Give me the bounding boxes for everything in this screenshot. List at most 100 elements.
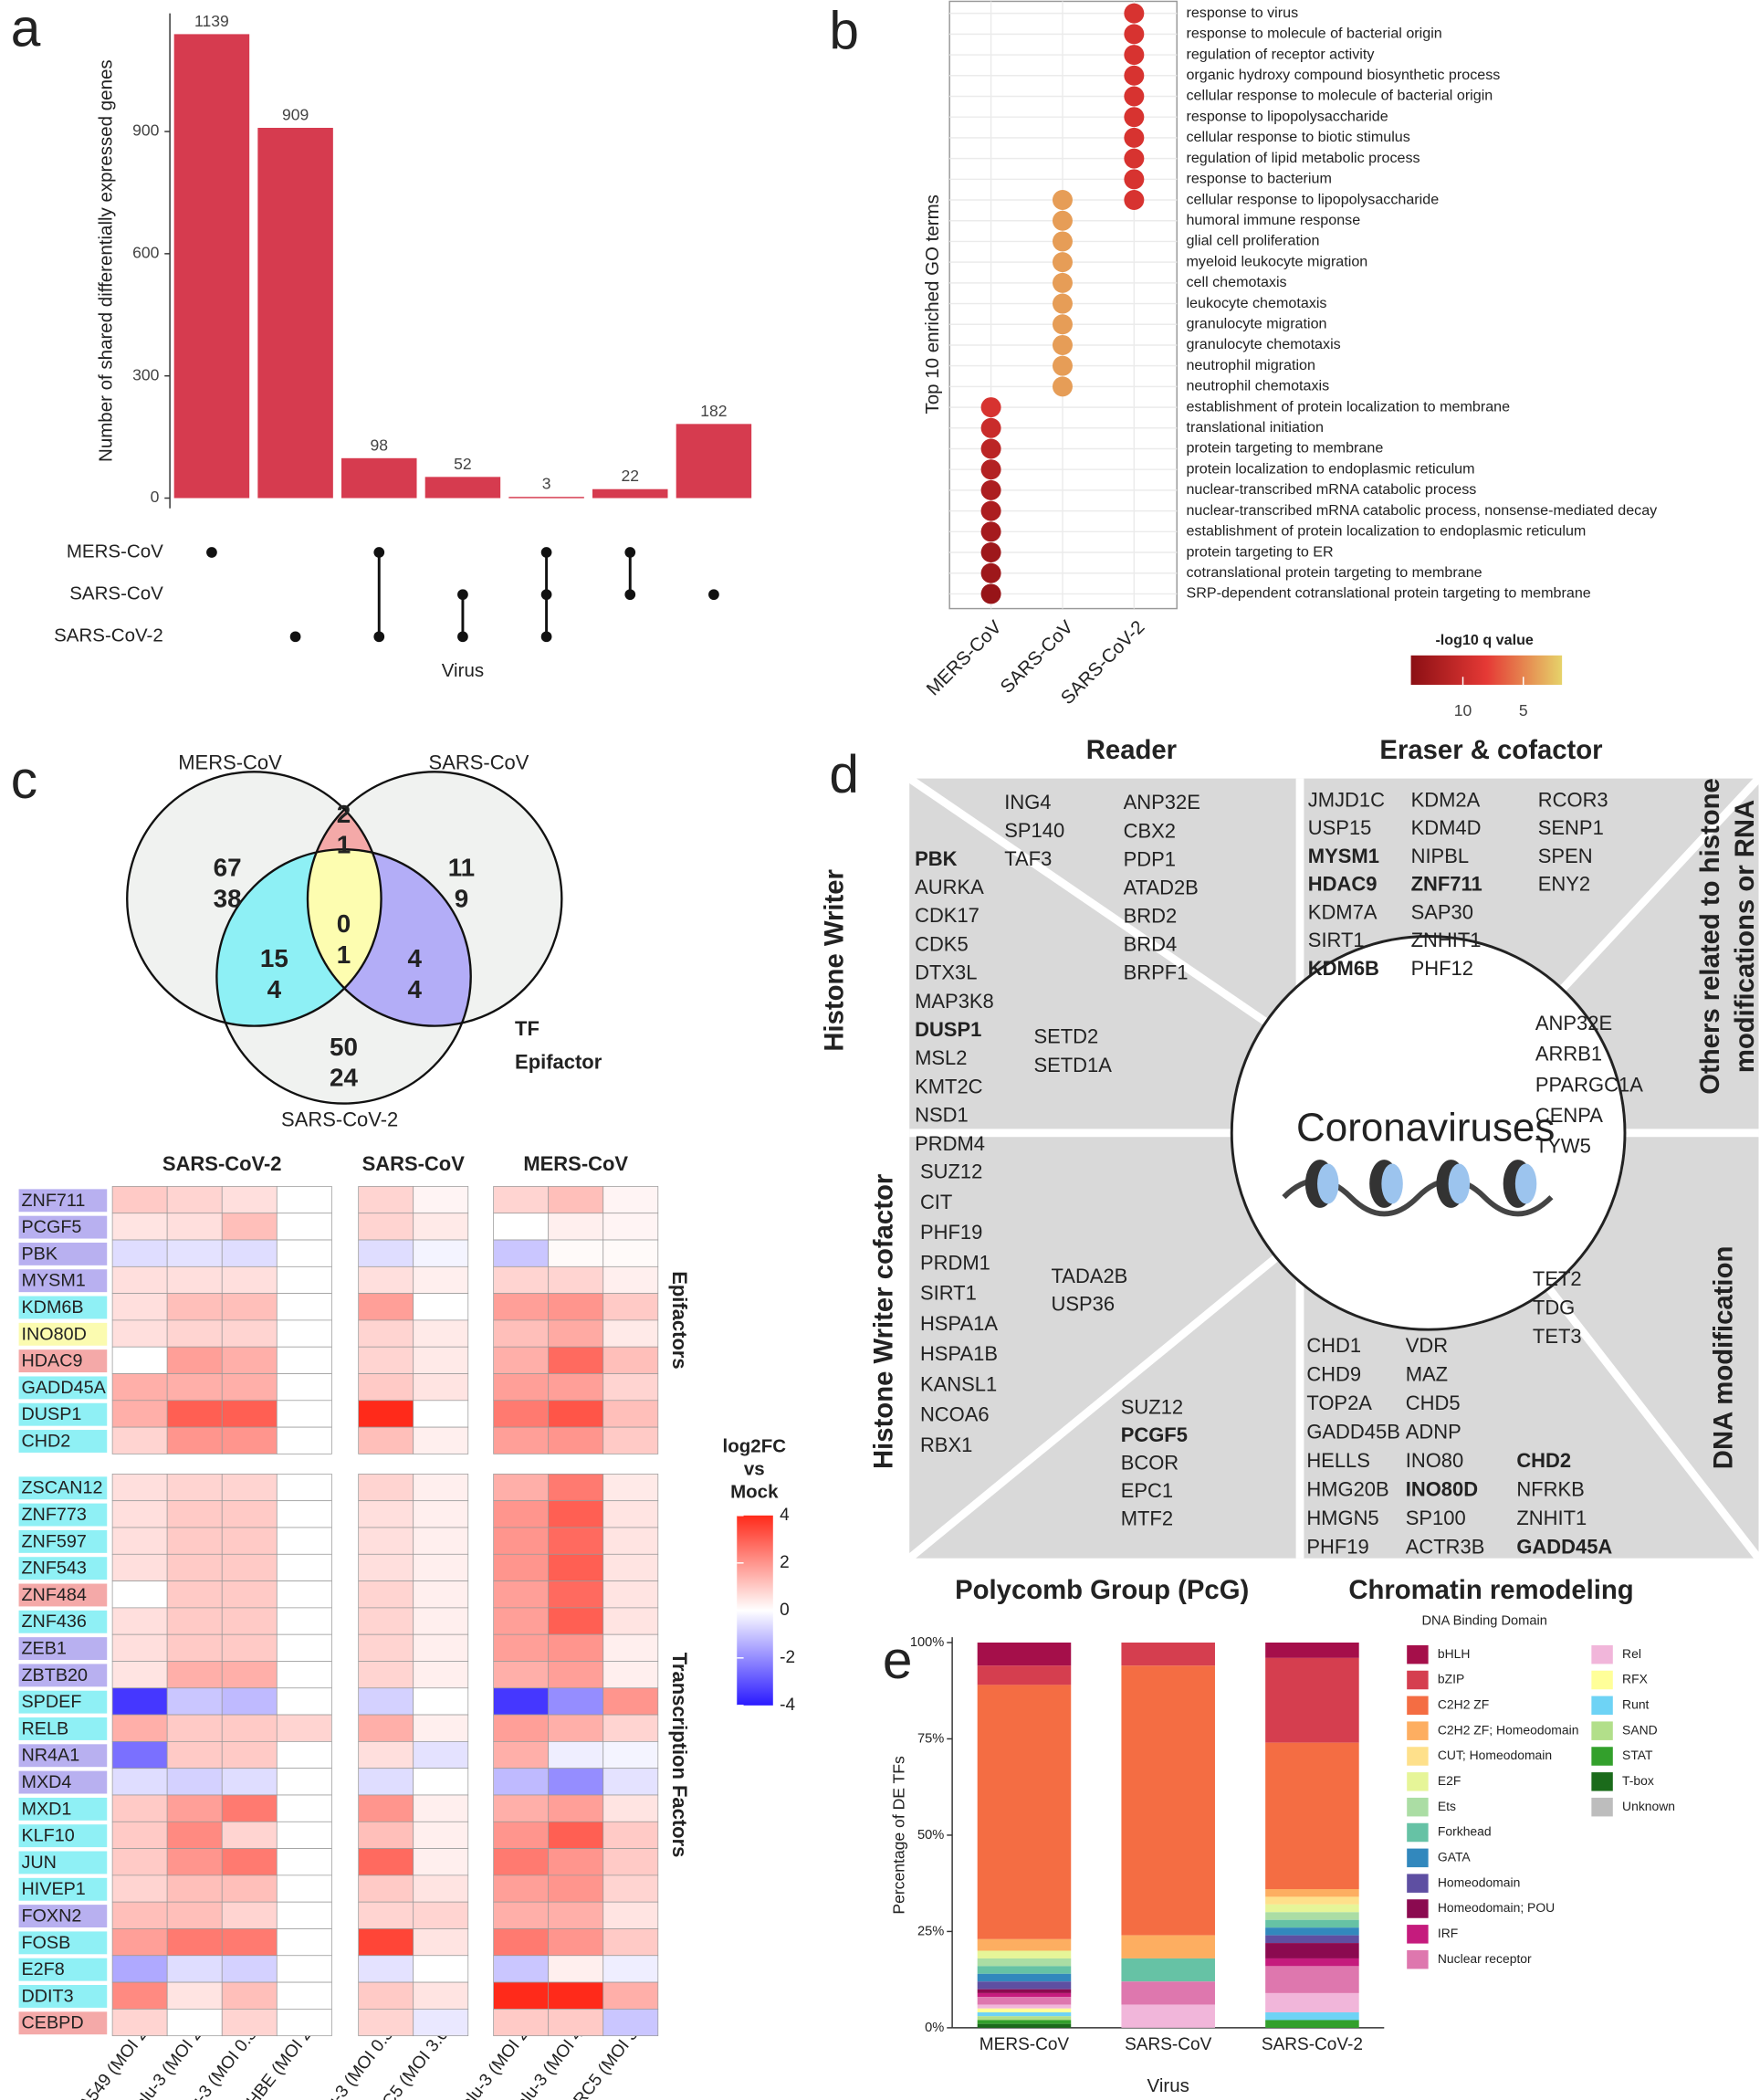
heat-cell bbox=[493, 1928, 550, 1957]
heat-cell bbox=[221, 1474, 278, 1502]
heat-cell bbox=[413, 1901, 469, 1929]
section-title: Eraser & cofactor bbox=[1379, 735, 1602, 765]
gene-name: KDM2A bbox=[1411, 788, 1481, 811]
bar bbox=[173, 34, 250, 499]
legend-swatch bbox=[1591, 1721, 1613, 1740]
value-label: 52 bbox=[454, 455, 472, 473]
colorbar-tick-label: 5 bbox=[1519, 701, 1528, 719]
heat-cell bbox=[111, 1794, 168, 1822]
section-title: Polycomb Group (PcG) bbox=[955, 1575, 1249, 1605]
heat-cell bbox=[548, 1474, 604, 1502]
heat-cell bbox=[602, 1474, 659, 1502]
dot bbox=[1052, 231, 1073, 252]
heat-cell bbox=[111, 1400, 168, 1428]
heat-cell bbox=[166, 1794, 223, 1822]
gene-name: VDR bbox=[1406, 1334, 1448, 1357]
gene-name: GADD45B bbox=[1306, 1421, 1400, 1444]
heat-cell bbox=[221, 1794, 278, 1822]
heat-cell bbox=[493, 1633, 550, 1662]
set-label: SARS-CoV bbox=[69, 583, 163, 604]
legend-entry: GATA bbox=[1438, 1850, 1472, 1864]
heat-cell bbox=[358, 1955, 414, 1983]
gene-label: ZNF543 bbox=[21, 1559, 86, 1579]
gene-name: SETD2 bbox=[1033, 1025, 1098, 1048]
heat-cell bbox=[221, 1714, 278, 1742]
gene-name: BRD4 bbox=[1124, 933, 1178, 956]
legend-swatch bbox=[1407, 1747, 1429, 1766]
bar-segment bbox=[1265, 1742, 1359, 1890]
venn-outline bbox=[126, 771, 382, 1027]
heat-cell bbox=[221, 1186, 278, 1214]
heat-cell bbox=[111, 1553, 168, 1581]
heat-cell bbox=[413, 1848, 469, 1876]
x-axis-label: Virus bbox=[1147, 2075, 1189, 2096]
dot bbox=[980, 521, 1001, 542]
venn-count: 67 bbox=[214, 854, 242, 882]
heat-cell bbox=[221, 1607, 278, 1635]
bar-segment bbox=[977, 1973, 1072, 1982]
heat-cell bbox=[111, 1239, 168, 1267]
gene-name: AURKA bbox=[915, 876, 984, 898]
y-tick-label: 0% bbox=[925, 2021, 944, 2035]
heat-cell bbox=[358, 1607, 414, 1635]
legend-swatch bbox=[1591, 1747, 1613, 1766]
gene-name: NSD1 bbox=[915, 1104, 969, 1127]
set-dot bbox=[206, 547, 217, 558]
gene-name: NIPBL bbox=[1411, 845, 1470, 867]
heat-cell bbox=[493, 1319, 550, 1348]
heat-cell bbox=[276, 1607, 332, 1635]
heat-cell bbox=[221, 1955, 278, 1983]
colorbar-tick-label: 4 bbox=[780, 1506, 790, 1525]
dot bbox=[980, 479, 1001, 500]
heat-cell bbox=[276, 1928, 332, 1957]
gene-label: E2F8 bbox=[21, 1959, 64, 1979]
heat-cell bbox=[358, 1848, 414, 1876]
gene-label: PCGF5 bbox=[21, 1217, 81, 1237]
legend-swatch bbox=[1407, 1797, 1429, 1817]
heat-cell bbox=[548, 1213, 604, 1241]
gene-name: NCOA6 bbox=[920, 1403, 990, 1426]
heat-cell bbox=[413, 1955, 469, 1983]
dot bbox=[980, 583, 1001, 604]
row-group-label: Epifactors bbox=[668, 1271, 691, 1369]
heat-cell bbox=[221, 1848, 278, 1876]
heat-cell bbox=[166, 1661, 223, 1689]
gene-name: DTX3L bbox=[915, 961, 977, 984]
gene-label: INO80D bbox=[21, 1324, 86, 1344]
gene-name: BRPF1 bbox=[1124, 961, 1189, 984]
value-label: 3 bbox=[542, 475, 551, 493]
heat-cell bbox=[493, 2009, 550, 2037]
gene-name: SETD1A bbox=[1033, 1054, 1112, 1076]
heat-cell bbox=[602, 2009, 659, 2037]
heat-cell bbox=[276, 1186, 332, 1214]
gene-name: CHD2 bbox=[1516, 1449, 1571, 1472]
bar-segment bbox=[1121, 1665, 1215, 1936]
bar-segment bbox=[977, 2004, 1072, 2009]
section-title: modifications or RNA bbox=[1730, 800, 1760, 1073]
gene-name: CHD5 bbox=[1406, 1391, 1461, 1414]
colorbar-tick-label: -2 bbox=[780, 1648, 795, 1667]
term-label: response to bacterium bbox=[1186, 171, 1331, 187]
heat-cell bbox=[111, 1901, 168, 1929]
heat-cell bbox=[548, 1741, 604, 1769]
heat-cell bbox=[111, 1687, 168, 1716]
heat-cell bbox=[413, 1981, 469, 2010]
gene-label: ZNF597 bbox=[21, 1531, 86, 1551]
colorbar-tick-label: -4 bbox=[780, 1696, 795, 1715]
heat-cell bbox=[548, 1607, 604, 1635]
heat-cell bbox=[166, 1821, 223, 1849]
gene-highlight bbox=[18, 1269, 108, 1293]
legend-swatch bbox=[1407, 1822, 1429, 1843]
gene-highlight bbox=[18, 1557, 108, 1580]
term-label: protein targeting to ER bbox=[1186, 543, 1333, 560]
heat-cell bbox=[221, 1553, 278, 1581]
bar-segment bbox=[977, 1989, 1072, 1993]
gene-highlight bbox=[18, 1664, 108, 1687]
legend-entry: STAT bbox=[1622, 1748, 1653, 1762]
heat-cell bbox=[413, 1293, 469, 1321]
dot bbox=[1052, 376, 1073, 397]
heat-cell bbox=[602, 1239, 659, 1267]
gene-label: ZNF436 bbox=[21, 1612, 86, 1632]
term-label: protein targeting to membrane bbox=[1186, 440, 1383, 457]
term-label: neutrophil migration bbox=[1186, 357, 1315, 373]
